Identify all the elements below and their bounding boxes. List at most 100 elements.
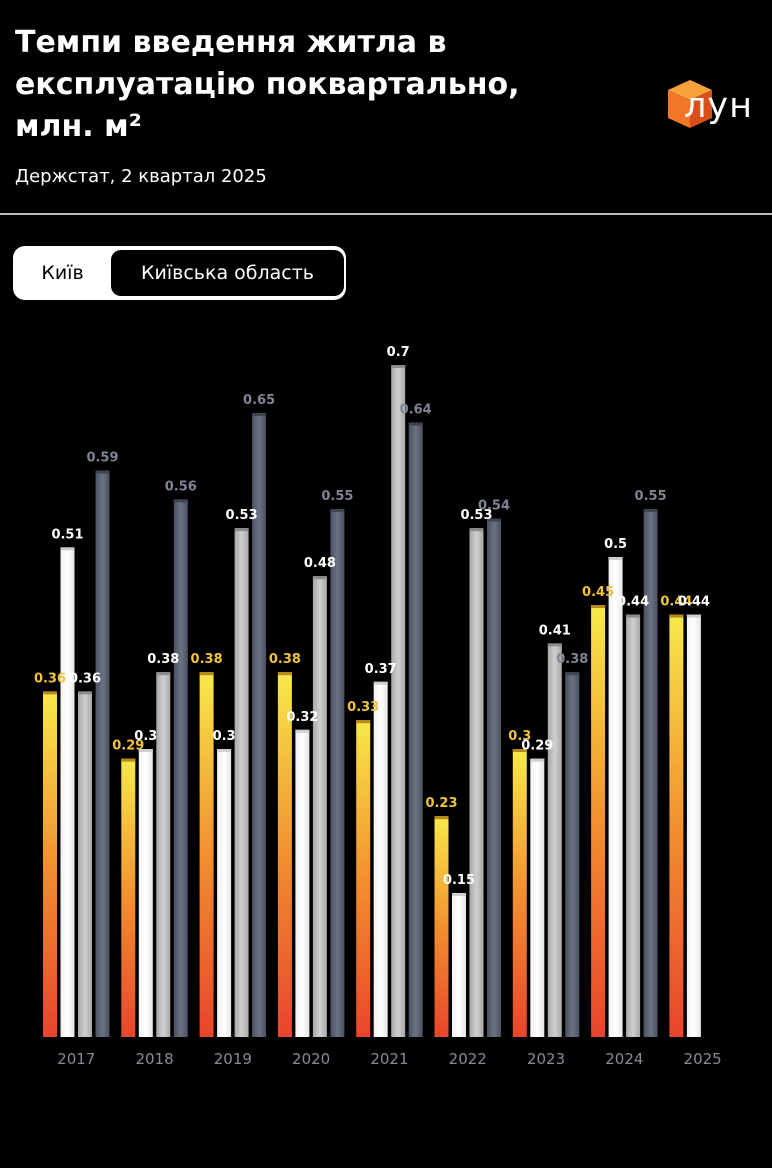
chart-header: Темпи введення житла в експлуатацію покв… <box>0 0 772 215</box>
bar-2020-q2 <box>295 729 310 1037</box>
bar-cap-2021-q2 <box>373 681 388 685</box>
bar-2019-q1 <box>199 672 214 1037</box>
bar-cap-2021-q4 <box>408 422 423 426</box>
bar-cap-2024-q2 <box>608 557 623 560</box>
cube-icon <box>668 80 712 128</box>
bar-cap-2021-q3 <box>391 365 406 368</box>
bar-cap-2020-q4 <box>330 509 345 512</box>
chart-title: Темпи введення житла в експлуатацію покв… <box>15 25 520 144</box>
data-label-2018-q1: 0.29 <box>112 739 144 754</box>
data-label-2022-q1: 0.23 <box>425 796 457 811</box>
bar-2024-q3 <box>626 614 641 1037</box>
bar-2024-q1 <box>591 605 606 1037</box>
bar-cap-2021-q1 <box>356 720 371 724</box>
data-label-2017-q1: 0.36 <box>34 671 66 686</box>
bar-cap-2023-q1 <box>512 749 527 752</box>
bar-2018-q1 <box>121 758 136 1037</box>
bar-2024-q4 <box>643 509 658 1037</box>
bar-2022-q1 <box>434 816 449 1037</box>
bar-2023-q4 <box>565 672 580 1037</box>
bar-cap-2017-q4 <box>95 470 110 474</box>
bar-cap-2018-q3 <box>156 672 171 676</box>
data-label-2018-q3: 0.38 <box>147 652 179 667</box>
data-label-2022-q4: 0.54 <box>478 499 510 514</box>
bar-2020-q3 <box>312 576 327 1037</box>
bar-cap-2025-q2 <box>686 614 701 618</box>
bar-cap-2019-q3 <box>234 528 249 532</box>
data-label-2022-q2: 0.15 <box>443 873 475 888</box>
bar-cap-2019-q1 <box>199 672 214 676</box>
data-label-2019-q4: 0.65 <box>243 393 275 408</box>
data-label-2024-q4: 0.55 <box>635 489 667 504</box>
data-label-2021-q3: 0.7 <box>387 345 410 360</box>
data-label-2018-q2: 0.3 <box>134 729 157 744</box>
data-label-2025-q1: 0.44 <box>660 595 692 610</box>
bar-cap-2018-q4 <box>173 499 188 503</box>
data-label-2017-q4: 0.59 <box>86 451 118 466</box>
data-label-2021-q2: 0.37 <box>365 662 397 677</box>
bar-cap-2022-q3 <box>469 528 484 532</box>
bar-chart: 0.360.510.360.590.290.30.380.560.380.30.… <box>34 345 722 1068</box>
data-label-2024-q3: 0.44 <box>617 595 649 610</box>
bar-cap-2024-q1 <box>591 605 606 608</box>
tab-kyiv[interactable]: Київ <box>41 262 84 284</box>
x-tick-label-2024: 2024 <box>605 1050 643 1068</box>
x-tick-label-2019: 2019 <box>214 1050 252 1068</box>
bar-2018-q3 <box>156 672 171 1037</box>
bar-2023-q3 <box>547 643 562 1037</box>
data-label-2020-q1: 0.38 <box>269 652 301 667</box>
bar-2017-q3 <box>78 691 92 1037</box>
region-toggle: Київ Київська область <box>13 246 346 300</box>
data-label-2019-q3: 0.53 <box>226 508 258 523</box>
data-label-2018-q4: 0.56 <box>165 479 197 494</box>
bar-2022-q3 <box>469 528 484 1037</box>
data-label-2021-q1: 0.33 <box>347 700 379 715</box>
bar-2017-q4 <box>95 470 110 1038</box>
bar-cap-2018-q1 <box>121 758 136 762</box>
bar-2023-q1 <box>512 749 527 1037</box>
data-label-2017-q3: 0.36 <box>69 671 101 686</box>
bar-2020-q4 <box>330 509 345 1037</box>
data-label-2024-q1: 0.45 <box>582 585 614 600</box>
bar-cap-2020-q2 <box>295 729 310 733</box>
bar-2021-q2 <box>373 681 388 1037</box>
bar-2023-q2 <box>530 758 545 1037</box>
bar-2019-q2 <box>217 749 232 1037</box>
chart-subtitle: Держстат, 2 квартал 2025 <box>15 166 267 187</box>
bar-cap-2022-q4 <box>487 518 501 522</box>
bar-cap-2019-q4 <box>252 413 267 416</box>
bar-2021-q4 <box>408 422 423 1038</box>
x-tick-label-2022: 2022 <box>449 1050 487 1068</box>
bar-cap-2022-q2 <box>452 893 466 896</box>
data-label-2025-q2: 0.44 <box>678 595 710 610</box>
x-tick-label-2018: 2018 <box>135 1050 173 1068</box>
header-divider <box>0 213 772 215</box>
tab-kyiv-oblast[interactable]: Київська область <box>111 250 344 296</box>
bar-2025-q2 <box>686 614 701 1037</box>
bar-2017-q2 <box>60 547 75 1037</box>
bar-2018-q2 <box>138 749 153 1037</box>
data-label-2019-q1: 0.38 <box>191 652 223 667</box>
bar-cap-2023-q3 <box>547 643 562 647</box>
bar-cap-2023-q2 <box>530 758 545 762</box>
x-tick-label-2020: 2020 <box>292 1050 330 1068</box>
bar-cap-2017-q3 <box>78 691 92 695</box>
bar-cap-2018-q2 <box>138 749 153 752</box>
x-tick-label-2021: 2021 <box>370 1050 408 1068</box>
data-label-2020-q3: 0.48 <box>304 556 336 571</box>
data-label-2020-q4: 0.55 <box>321 489 353 504</box>
bar-2025-q1 <box>669 614 684 1037</box>
bar-cap-2022-q1 <box>434 816 449 820</box>
data-label-2023-q4: 0.38 <box>556 652 588 667</box>
x-tick-label-2023: 2023 <box>527 1050 565 1068</box>
data-label-2023-q2: 0.29 <box>521 739 553 754</box>
bar-cap-2020-q3 <box>312 576 327 580</box>
x-tick-label-2025: 2025 <box>684 1050 722 1068</box>
data-label-2023-q1: 0.3 <box>508 729 531 744</box>
bar-2024-q2 <box>608 557 623 1037</box>
bar-cap-2017-q1 <box>43 691 57 695</box>
bar-cap-2023-q4 <box>565 672 580 676</box>
bar-cap-2024-q3 <box>626 614 641 618</box>
bar-2019-q4 <box>252 413 267 1037</box>
logo-text: лун <box>684 86 753 126</box>
